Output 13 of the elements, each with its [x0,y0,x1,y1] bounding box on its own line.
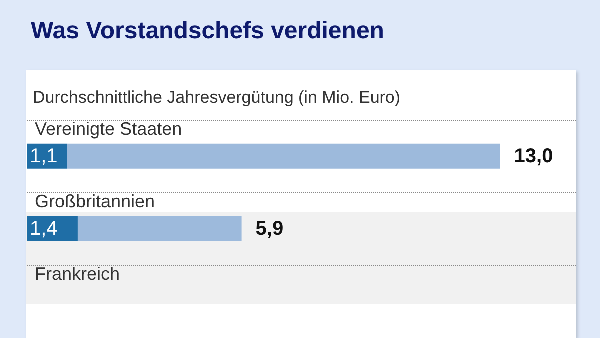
data-label: 1,4 [30,218,58,240]
bar [27,216,78,242]
bar [67,144,500,169]
y-tick-label: Großbritannien [35,192,156,212]
bar [27,144,68,169]
bar [78,216,242,242]
text: Durchschnittliche Jahresvergütung (in Mio. Euro) [33,88,401,107]
total-label: 5,9 [256,218,284,240]
chart-title: Was Vorstandschefs verdienen [31,18,384,44]
total-label: 13,0 [514,145,554,168]
y-tick-label: Vereinigte Staaten [35,118,182,139]
y-tick-label: Frankreich [35,264,120,284]
data-label: 1,1 [30,145,58,168]
